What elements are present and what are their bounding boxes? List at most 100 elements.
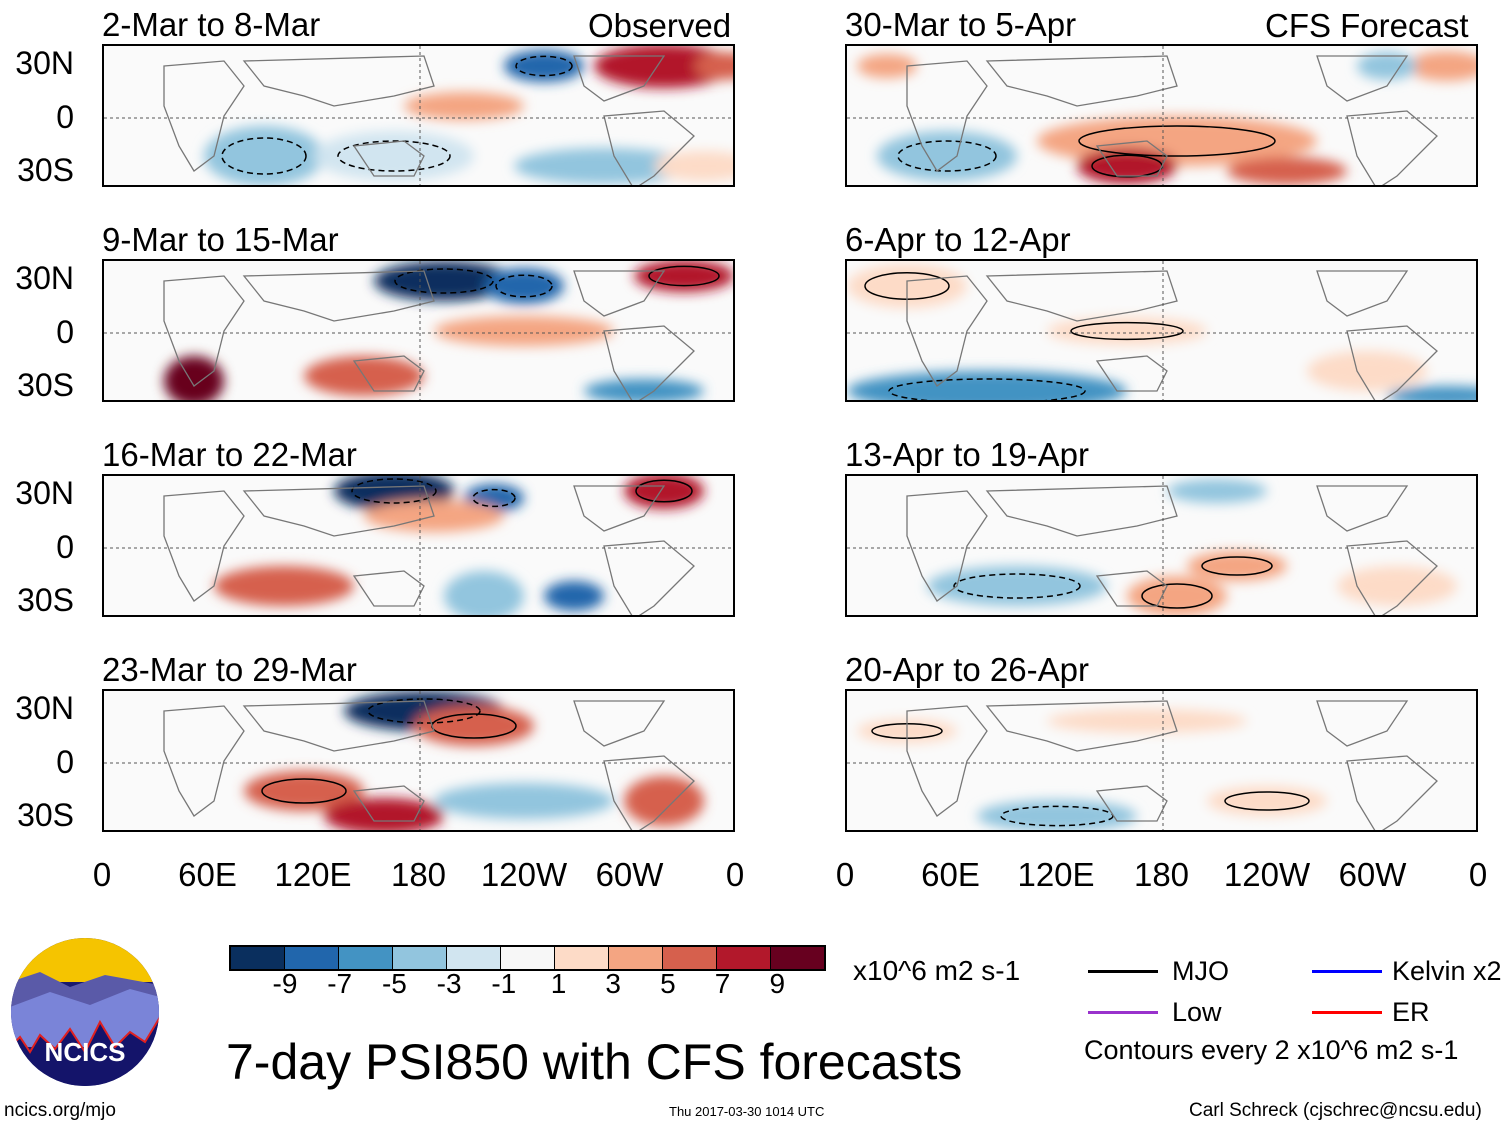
- y-tick-label: 30S: [17, 367, 74, 403]
- contour-line: [351, 478, 437, 504]
- anomaly-blob: [847, 371, 1127, 400]
- map-panel-left-1: [102, 259, 735, 402]
- map-panel-left-0: [102, 44, 735, 187]
- map-panel-right-1: [845, 259, 1478, 402]
- contour-line: [515, 55, 573, 77]
- anomaly-blob: [434, 316, 614, 346]
- anomaly-blob: [164, 356, 224, 400]
- legend-low-label: Low: [1172, 997, 1222, 1027]
- anomaly-blob: [204, 126, 324, 185]
- contour-line: [394, 268, 494, 294]
- anomaly-blob: [324, 798, 444, 830]
- contour-line: [897, 140, 997, 172]
- colorbar-label: -3: [436, 968, 462, 999]
- x-tick-label: 180: [390, 856, 447, 893]
- coastline: [906, 60, 988, 172]
- coastline: [352, 785, 425, 822]
- colorbar-swatch: [501, 947, 555, 969]
- coastline: [352, 140, 425, 177]
- colorbar-swatch: [285, 947, 339, 969]
- legend-low-line: [1088, 1011, 1158, 1014]
- coastline: [352, 355, 425, 392]
- coastline: [573, 485, 666, 532]
- contour-line: [495, 274, 553, 298]
- legend-er-line: [1312, 1011, 1382, 1014]
- x-tick-label: 120W: [480, 856, 568, 893]
- colorbar-swatch: [393, 947, 447, 969]
- anomaly-blob: [927, 566, 1107, 606]
- y-tick-label: 30S: [17, 582, 74, 618]
- panel-title: 2-Mar to 8-Mar: [102, 6, 321, 43]
- x-tick-label: 60W: [1338, 856, 1407, 893]
- anomaly-blob: [1407, 51, 1476, 81]
- anomaly-blob: [244, 771, 364, 811]
- y-tick-label: 0: [56, 744, 74, 780]
- colorbar-swatch: [717, 947, 771, 969]
- coastline: [242, 55, 435, 107]
- anomaly-blob: [484, 268, 564, 304]
- coastline: [1095, 140, 1168, 177]
- panel-title: 6-Apr to 12-Apr: [845, 221, 1071, 258]
- panel-title: 13-Apr to 19-Apr: [845, 436, 1089, 473]
- anomaly-map: [847, 476, 1476, 615]
- y-tick-label: 30N: [15, 690, 74, 726]
- panel-title: 16-Mar to 22-Mar: [102, 436, 357, 473]
- coastline: [1346, 110, 1438, 185]
- anomaly-blob: [1187, 551, 1287, 581]
- anomaly-map: [104, 46, 733, 185]
- coastline: [163, 60, 245, 172]
- figure-title: 7-day PSI850 with CFS forecasts: [226, 1034, 963, 1090]
- coastline: [1316, 55, 1409, 102]
- contours-note: Contours every 2 x10^6 m2 s-1: [1084, 1035, 1459, 1065]
- coastline: [1346, 755, 1438, 830]
- coastline: [163, 490, 245, 602]
- legend-kelvin-line: [1312, 970, 1382, 973]
- map-panel-right-2: [845, 474, 1478, 617]
- footer-url[interactable]: ncics.org/mjo: [4, 1100, 116, 1121]
- map-panel-right-0: [845, 44, 1478, 187]
- contour-line: [1078, 125, 1276, 157]
- coastline: [603, 755, 695, 830]
- colorbar-swatch: [339, 947, 393, 969]
- x-tick-label: 120E: [274, 856, 352, 893]
- legend-kelvin-label: Kelvin x2: [1392, 956, 1502, 986]
- anomaly-blob: [444, 571, 524, 615]
- contour-line: [635, 479, 693, 503]
- colorbar: [229, 945, 826, 971]
- y-tick-label: 0: [56, 99, 74, 135]
- coastline: [603, 110, 695, 185]
- anomaly-blob: [624, 776, 704, 826]
- anomaly-blob: [314, 131, 474, 181]
- logo-text: NCICS: [45, 1037, 126, 1067]
- contour-line: [472, 488, 516, 508]
- anomaly-blob: [1357, 52, 1417, 80]
- y-tick-label: 30S: [17, 797, 74, 833]
- anomaly-blob: [877, 131, 1017, 181]
- colorbar-swatch: [447, 947, 501, 969]
- observed-label: Observed: [588, 7, 732, 44]
- panel-title: 23-Mar to 29-Mar: [102, 651, 357, 688]
- anomaly-blob: [857, 54, 917, 78]
- contour-line: [367, 698, 481, 724]
- anomaly-blob: [584, 379, 704, 400]
- y-tick-label: 0: [56, 314, 74, 350]
- colorbar-label: 3: [605, 968, 621, 999]
- anomaly-blob: [544, 581, 604, 611]
- legend-er-label: ER: [1392, 997, 1430, 1027]
- ncics-logo: NCICS: [11, 938, 159, 1086]
- contour-line: [1141, 583, 1213, 609]
- coastline: [242, 485, 435, 537]
- coastline: [1346, 540, 1438, 615]
- anomaly-blob: [214, 566, 354, 606]
- contour-line: [1201, 556, 1273, 576]
- anomaly-blob: [514, 148, 694, 184]
- colorbar-label: -7: [327, 968, 353, 999]
- coastline: [906, 275, 988, 387]
- coastline: [1316, 270, 1409, 317]
- anomaly-blob: [1307, 351, 1427, 391]
- anomaly-blob: [414, 706, 534, 746]
- anomaly-blob: [1077, 148, 1177, 184]
- x-tick-label: 60W: [595, 856, 664, 893]
- panel-title: 20-Apr to 26-Apr: [845, 651, 1089, 688]
- y-tick-label: 30N: [15, 260, 74, 296]
